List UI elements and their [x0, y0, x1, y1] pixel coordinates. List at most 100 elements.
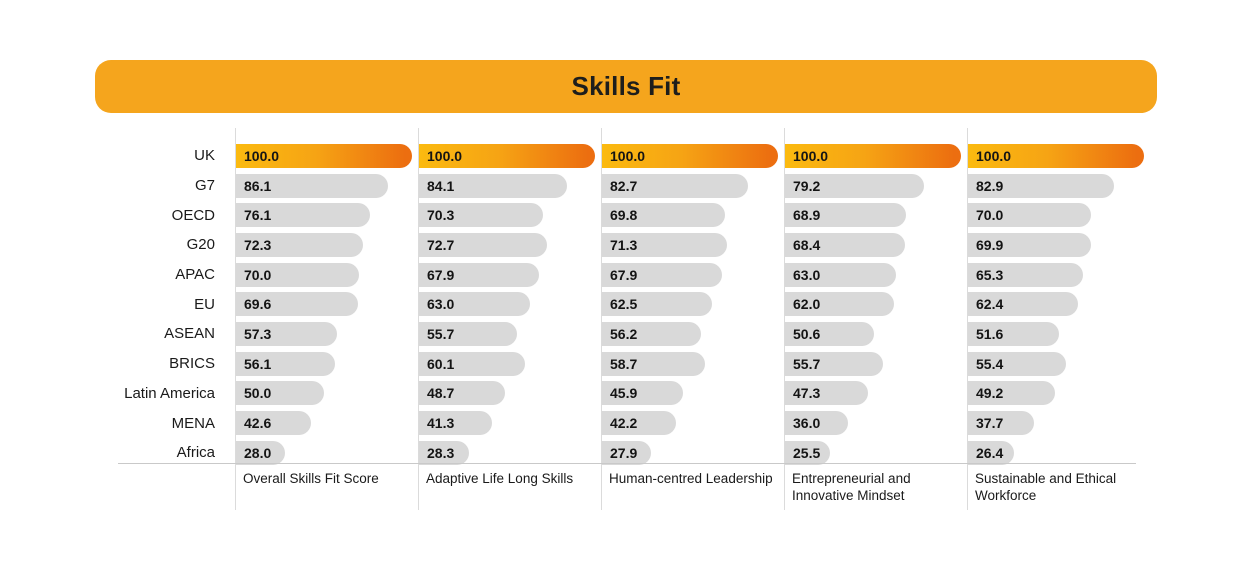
- bar-row: 50.0: [236, 379, 418, 409]
- bar-apac: 67.9: [419, 262, 539, 287]
- bar-apac: 65.3: [968, 262, 1083, 287]
- metric-column-2: 100.0 84.1 70.3 72.7 67.9 63.0 55.7 60.1 48.7 41.…: [418, 128, 601, 510]
- bar-row: 36.0: [785, 408, 967, 438]
- bar-row: 79.2: [785, 171, 967, 201]
- row-label-oecd: OECD: [171, 206, 215, 224]
- bar-latin-america: 50.0: [236, 381, 324, 406]
- bar-row: 51.6: [968, 319, 1150, 349]
- bar-latin-america: 47.3: [785, 381, 869, 406]
- bar-value-label: 26.4: [976, 444, 1004, 461]
- bar-g20: 68.4: [785, 232, 906, 257]
- metric-name-label: Entrepreneurial and Innovative Mindset: [792, 471, 911, 503]
- bar-row: 56.2: [602, 319, 784, 349]
- bar-value-label: 71.3: [610, 236, 638, 253]
- bar-value-label: 70.0: [976, 207, 1004, 224]
- row-label-africa: Africa: [176, 444, 215, 462]
- bar-row: 70.3: [419, 200, 601, 230]
- bar-value-label: 27.9: [610, 444, 638, 461]
- bar-row: 70.0: [236, 260, 418, 290]
- bar-apac: 67.9: [602, 262, 722, 287]
- bar-row: 26.4: [968, 438, 1150, 468]
- metric-column-3: 100.0 82.7 69.8 71.3 67.9 62.5 56.2 58.7 45.9 42.…: [601, 128, 784, 510]
- row-label-latin-america: Latin America: [124, 384, 215, 402]
- bars-group: 100.0 79.2 68.9 68.4 63.0 62.0 50.6 55.7 47.3 36.…: [785, 128, 967, 468]
- bar-row: 71.3: [602, 230, 784, 260]
- bar-row: 72.3: [236, 230, 418, 260]
- bar-row: 68.4: [785, 230, 967, 260]
- bar-row: 55.4: [968, 349, 1150, 379]
- bar-row: 100.0: [968, 141, 1150, 171]
- bar-value-label: 47.3: [793, 385, 821, 402]
- footer-divider-line: [118, 463, 1136, 464]
- bar-africa: 26.4: [968, 440, 1015, 465]
- highlighted-bar-uk: 100.0: [968, 143, 1144, 168]
- bar-brics: 60.1: [419, 351, 525, 376]
- bar-row: 76.1: [236, 200, 418, 230]
- bar-row: 100.0: [419, 141, 601, 171]
- highlighted-bar-uk: 100.0: [602, 143, 778, 168]
- bar-row: 62.5: [602, 289, 784, 319]
- bar-value-label: 100.0: [244, 147, 280, 164]
- bar-value-label: 42.6: [244, 415, 272, 432]
- bar-row: 70.0: [968, 200, 1150, 230]
- bar-value-label: 58.7: [610, 355, 638, 372]
- bar-row: 42.2: [602, 408, 784, 438]
- bar-value-label: 55.4: [976, 355, 1004, 372]
- bar-value-label: 69.6: [244, 296, 272, 313]
- bar-g7: 84.1: [419, 173, 568, 198]
- bar-row: 55.7: [785, 349, 967, 379]
- bars-group: 100.0 82.9 70.0 69.9 65.3 62.4 51.6 55.4 49.2 37.…: [968, 128, 1150, 468]
- bar-value-label: 57.3: [244, 325, 272, 342]
- bar-value-label: 69.9: [976, 236, 1004, 253]
- bar-value-label: 62.0: [793, 296, 821, 313]
- bar-row: 55.7: [419, 319, 601, 349]
- bar-value-label: 56.1: [244, 355, 272, 372]
- bar-row: 58.7: [602, 349, 784, 379]
- row-label-brics: BRICS: [169, 355, 215, 373]
- bar-oecd: 69.8: [602, 203, 725, 228]
- bar-brics: 56.1: [236, 351, 335, 376]
- bar-value-label: 49.2: [976, 385, 1004, 402]
- bar-row: 48.7: [419, 379, 601, 409]
- bar-row: 28.0: [236, 438, 418, 468]
- bar-brics: 58.7: [602, 351, 706, 376]
- bar-row: 72.7: [419, 230, 601, 260]
- bar-value-label: 25.5: [793, 444, 821, 461]
- bar-value-label: 48.7: [427, 385, 455, 402]
- bar-g7: 79.2: [785, 173, 925, 198]
- metric-column-4: 100.0 79.2 68.9 68.4 63.0 62.0 50.6 55.7 47.3 36.…: [784, 128, 967, 510]
- bar-g7: 82.7: [602, 173, 748, 198]
- bar-mena: 42.6: [236, 411, 311, 436]
- bar-row: 63.0: [785, 260, 967, 290]
- bar-brics: 55.4: [968, 351, 1066, 376]
- bar-oecd: 70.3: [419, 203, 543, 228]
- bar-value-label: 41.3: [427, 415, 455, 432]
- bar-value-label: 100.0: [427, 147, 463, 164]
- metric-column-5: 100.0 82.9 70.0 69.9 65.3 62.4 51.6 55.4 49.2 37.…: [967, 128, 1150, 510]
- row-label-apac: APAC: [175, 266, 215, 284]
- bar-row: 49.2: [968, 379, 1150, 409]
- bar-row: 57.3: [236, 319, 418, 349]
- bar-row: 82.9: [968, 171, 1150, 201]
- bar-eu: 69.6: [236, 292, 359, 317]
- bar-row: 45.9: [602, 379, 784, 409]
- bar-value-label: 82.9: [976, 177, 1004, 194]
- highlighted-bar-uk: 100.0: [236, 143, 412, 168]
- bar-value-label: 51.6: [976, 325, 1004, 342]
- bar-africa: 27.9: [602, 440, 652, 465]
- bar-eu: 62.0: [785, 292, 895, 317]
- bar-row: 67.9: [602, 260, 784, 290]
- bar-eu: 62.4: [968, 292, 1078, 317]
- row-label-g20: G20: [186, 236, 215, 254]
- highlighted-bar-uk: 100.0: [419, 143, 595, 168]
- bar-value-label: 56.2: [610, 325, 638, 342]
- bar-row: 50.6: [785, 319, 967, 349]
- bar-row: 69.6: [236, 289, 418, 319]
- bar-mena: 41.3: [419, 411, 492, 436]
- metric-columns: 100.0 86.1 76.1 72.3 70.0 69.6 57.3 56.1 50.0 42.…: [235, 128, 1150, 510]
- bar-value-label: 70.0: [244, 266, 272, 283]
- bar-row: 62.0: [785, 289, 967, 319]
- bar-value-label: 76.1: [244, 207, 272, 224]
- bar-value-label: 37.7: [976, 415, 1004, 432]
- bar-value-label: 28.3: [427, 444, 455, 461]
